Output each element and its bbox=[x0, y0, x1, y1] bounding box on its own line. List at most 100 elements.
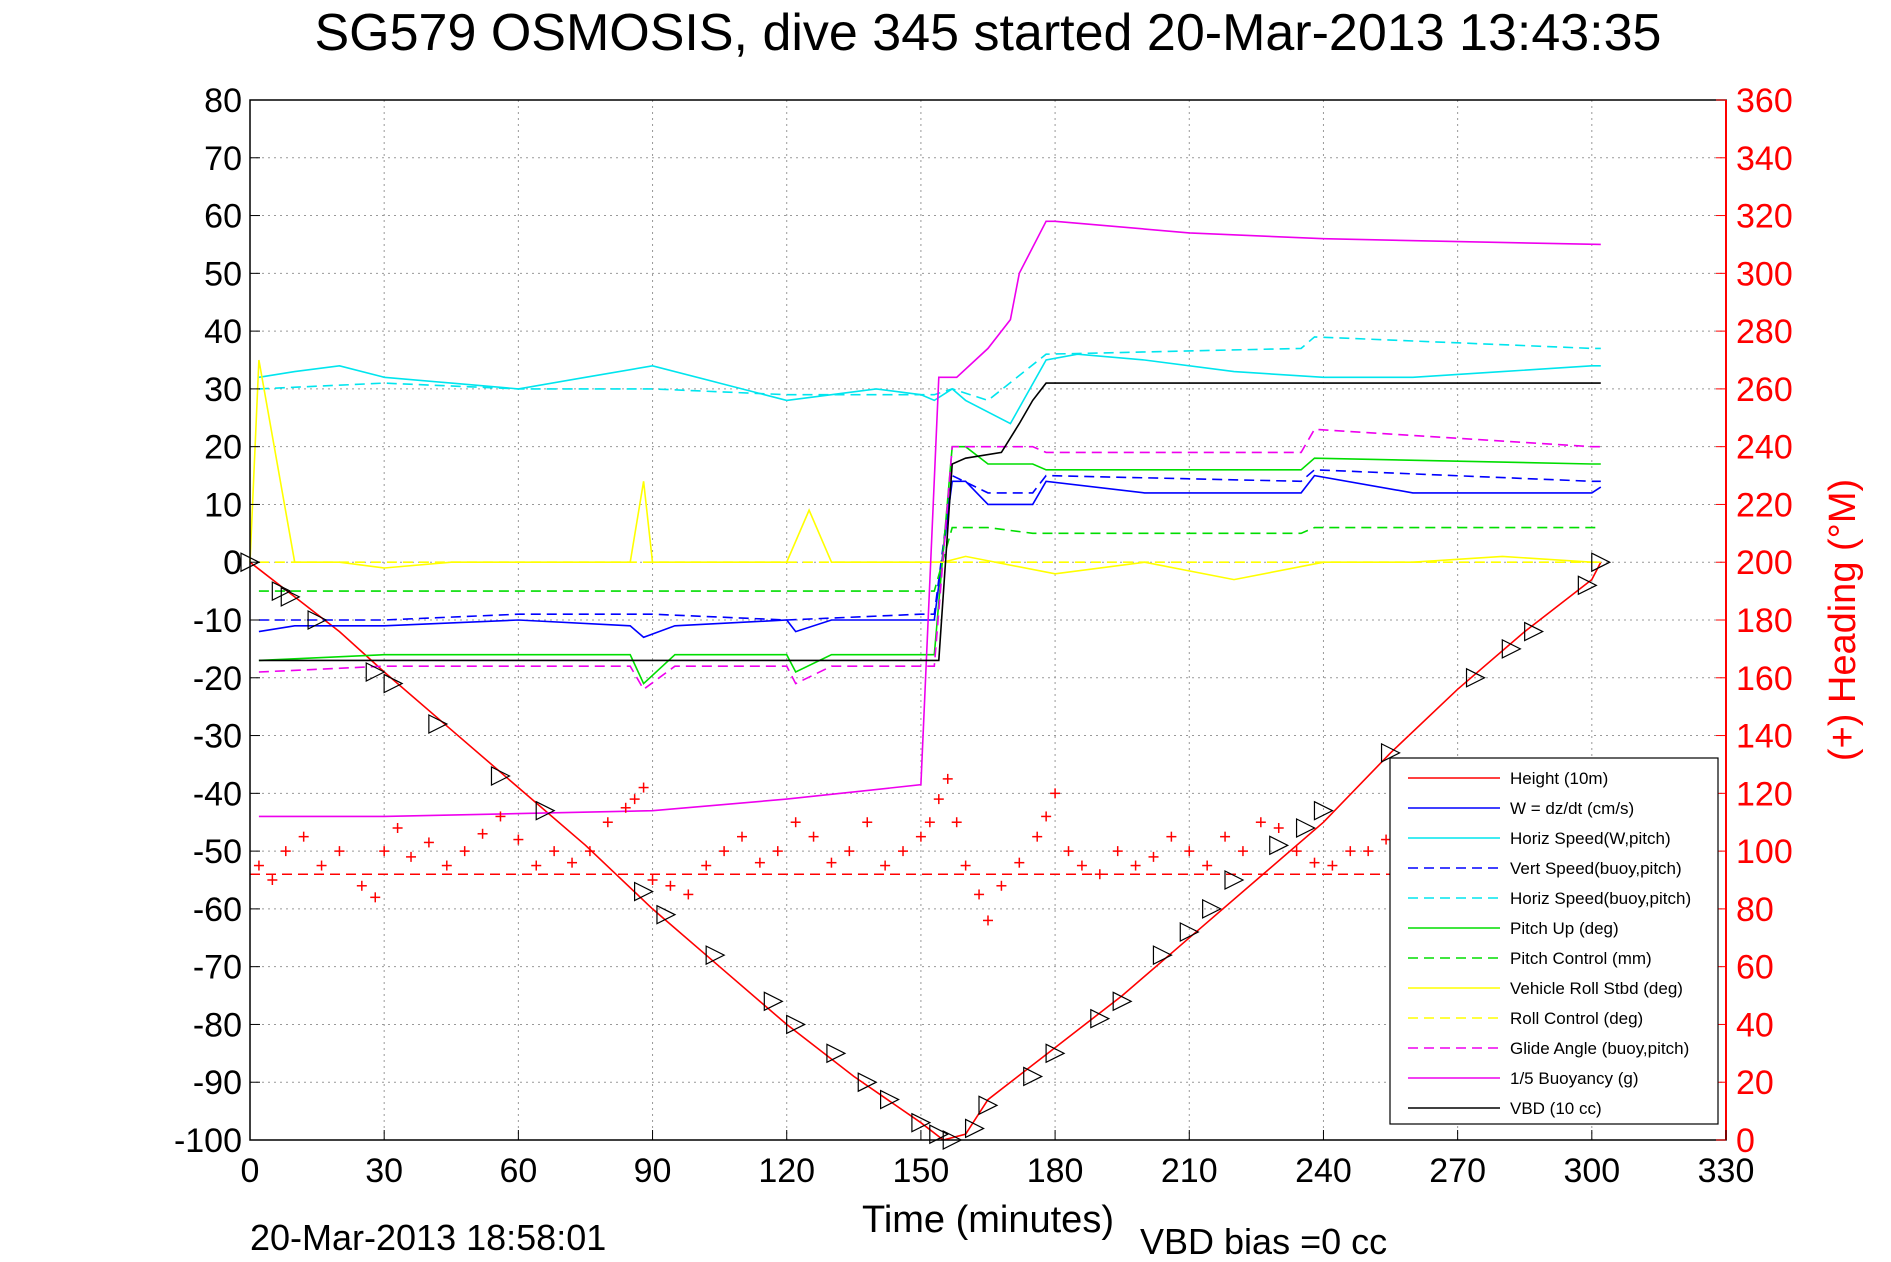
legend: Height (10m) W = dz/dt (cm/s) Horiz Speed(… bbox=[1389, 757, 1719, 1125]
right-tick-label: 180 bbox=[1736, 602, 1793, 640]
right-tick-label: 280 bbox=[1736, 313, 1793, 351]
left-tick-label: -60 bbox=[193, 891, 242, 929]
heading-point bbox=[951, 817, 962, 828]
right-tick-label: 260 bbox=[1736, 371, 1793, 409]
legend-label-8: Roll Control (deg) bbox=[1510, 1009, 1643, 1028]
series-line-11 bbox=[258, 382, 1601, 662]
depth-marker bbox=[911, 1112, 932, 1133]
depth-marker bbox=[1380, 742, 1401, 763]
heading-point bbox=[1291, 846, 1302, 857]
depth-marker bbox=[857, 1072, 878, 1093]
x-tick-label: 150 bbox=[893, 1152, 950, 1190]
heading-point bbox=[316, 860, 327, 871]
right-tick-label: 200 bbox=[1736, 544, 1793, 582]
heading-point bbox=[549, 846, 560, 857]
heading-point bbox=[1255, 817, 1266, 828]
heading-point bbox=[898, 846, 909, 857]
legend-label-5: Pitch Up (deg) bbox=[1510, 919, 1619, 938]
depth-marker bbox=[307, 610, 328, 630]
left-tick-label: -100 bbox=[174, 1122, 242, 1160]
heading-point bbox=[915, 831, 926, 842]
right-tick-label: 0 bbox=[1736, 1122, 1755, 1160]
heading-point bbox=[477, 828, 488, 839]
depth-marker bbox=[1152, 945, 1173, 966]
legend-label-11: VBD (10 cc) bbox=[1510, 1099, 1602, 1118]
heading-point bbox=[1327, 860, 1338, 871]
heading-point bbox=[737, 831, 747, 842]
heading-point bbox=[880, 860, 891, 871]
right-tick-label: 340 bbox=[1736, 140, 1793, 178]
depth-marker bbox=[763, 991, 784, 1012]
heading-point bbox=[983, 915, 993, 926]
right-tick-label: 20 bbox=[1736, 1064, 1774, 1102]
right-tick-label: 140 bbox=[1736, 718, 1793, 756]
heading-point bbox=[379, 846, 390, 857]
heading-point bbox=[844, 846, 855, 857]
depth-marker bbox=[826, 1043, 847, 1064]
series-line-1 bbox=[258, 474, 1602, 639]
heading-point bbox=[790, 817, 801, 828]
series-line-3 bbox=[258, 468, 1601, 621]
left-tick-label: -10 bbox=[193, 602, 242, 640]
heading-point bbox=[1184, 846, 1195, 857]
heading-point bbox=[1166, 831, 1177, 842]
left-tick-label: -90 bbox=[193, 1064, 242, 1102]
legend-label-2: Horiz Speed(W,pitch) bbox=[1510, 829, 1671, 848]
heading-point bbox=[1273, 823, 1284, 833]
heading-point bbox=[960, 860, 971, 871]
left-tick-label: 40 bbox=[204, 313, 242, 351]
x-tick-label: 240 bbox=[1295, 1152, 1352, 1190]
depth-marker bbox=[786, 1014, 807, 1035]
heading-point bbox=[602, 817, 613, 828]
heading-point bbox=[1076, 860, 1087, 871]
legend-box bbox=[1389, 757, 1719, 1125]
heading-point bbox=[1041, 811, 1052, 822]
heading-point bbox=[1345, 846, 1356, 857]
left-tick-label: 0 bbox=[223, 544, 242, 582]
depth-marker bbox=[705, 945, 726, 966]
x-axis: 0 30 60 90 120 150 180 210 240 270 300 330 bbox=[241, 1130, 1754, 1190]
heading-point bbox=[924, 817, 935, 828]
series-line-6 bbox=[258, 526, 1601, 592]
heading-point bbox=[423, 837, 434, 848]
heading-point bbox=[1094, 869, 1105, 880]
x-tick-label: 210 bbox=[1161, 1152, 1218, 1190]
heading-point bbox=[808, 831, 819, 842]
footer-timestamp: 20-Mar-2013 18:58:01 bbox=[250, 1217, 606, 1258]
heading-point bbox=[1032, 831, 1043, 842]
left-tick-label: 80 bbox=[204, 82, 242, 120]
legend-label-0: Height (10m) bbox=[1510, 769, 1608, 788]
heading-point bbox=[298, 831, 309, 842]
depth-marker bbox=[535, 800, 556, 821]
heading-point bbox=[1050, 788, 1061, 799]
heading-point bbox=[1202, 860, 1213, 871]
heading-point bbox=[370, 892, 381, 903]
depth-marker bbox=[1179, 922, 1200, 942]
heading-point bbox=[629, 794, 640, 805]
heading-point bbox=[683, 889, 694, 900]
heading-point bbox=[996, 880, 1007, 891]
left-tick-label: 20 bbox=[204, 429, 242, 467]
heading-point bbox=[772, 846, 783, 857]
legend-label-6: Pitch Control (mm) bbox=[1510, 949, 1652, 968]
heading-points bbox=[250, 773, 1601, 926]
heading-point bbox=[665, 880, 676, 891]
heading-point bbox=[267, 875, 278, 885]
right-tick-label: 320 bbox=[1736, 198, 1793, 236]
depth-marker bbox=[1524, 621, 1545, 642]
left-tick-label: 70 bbox=[204, 140, 242, 178]
heading-point bbox=[1363, 846, 1374, 857]
heading-point bbox=[933, 794, 944, 805]
heading-point bbox=[754, 857, 765, 868]
depth-marker bbox=[879, 1089, 900, 1110]
right-tick-label: 60 bbox=[1736, 949, 1774, 987]
right-tick-label: 80 bbox=[1736, 891, 1774, 929]
heading-point bbox=[253, 860, 264, 871]
depth-marker bbox=[978, 1095, 999, 1116]
legend-label-4: Horiz Speed(buoy,pitch) bbox=[1510, 889, 1691, 908]
x-axis-label: Time (minutes) bbox=[862, 1199, 1114, 1241]
heading-point bbox=[719, 846, 730, 857]
depth-marker bbox=[1465, 667, 1486, 688]
left-tick-label: 10 bbox=[204, 486, 242, 524]
depth-marker bbox=[1313, 800, 1334, 821]
